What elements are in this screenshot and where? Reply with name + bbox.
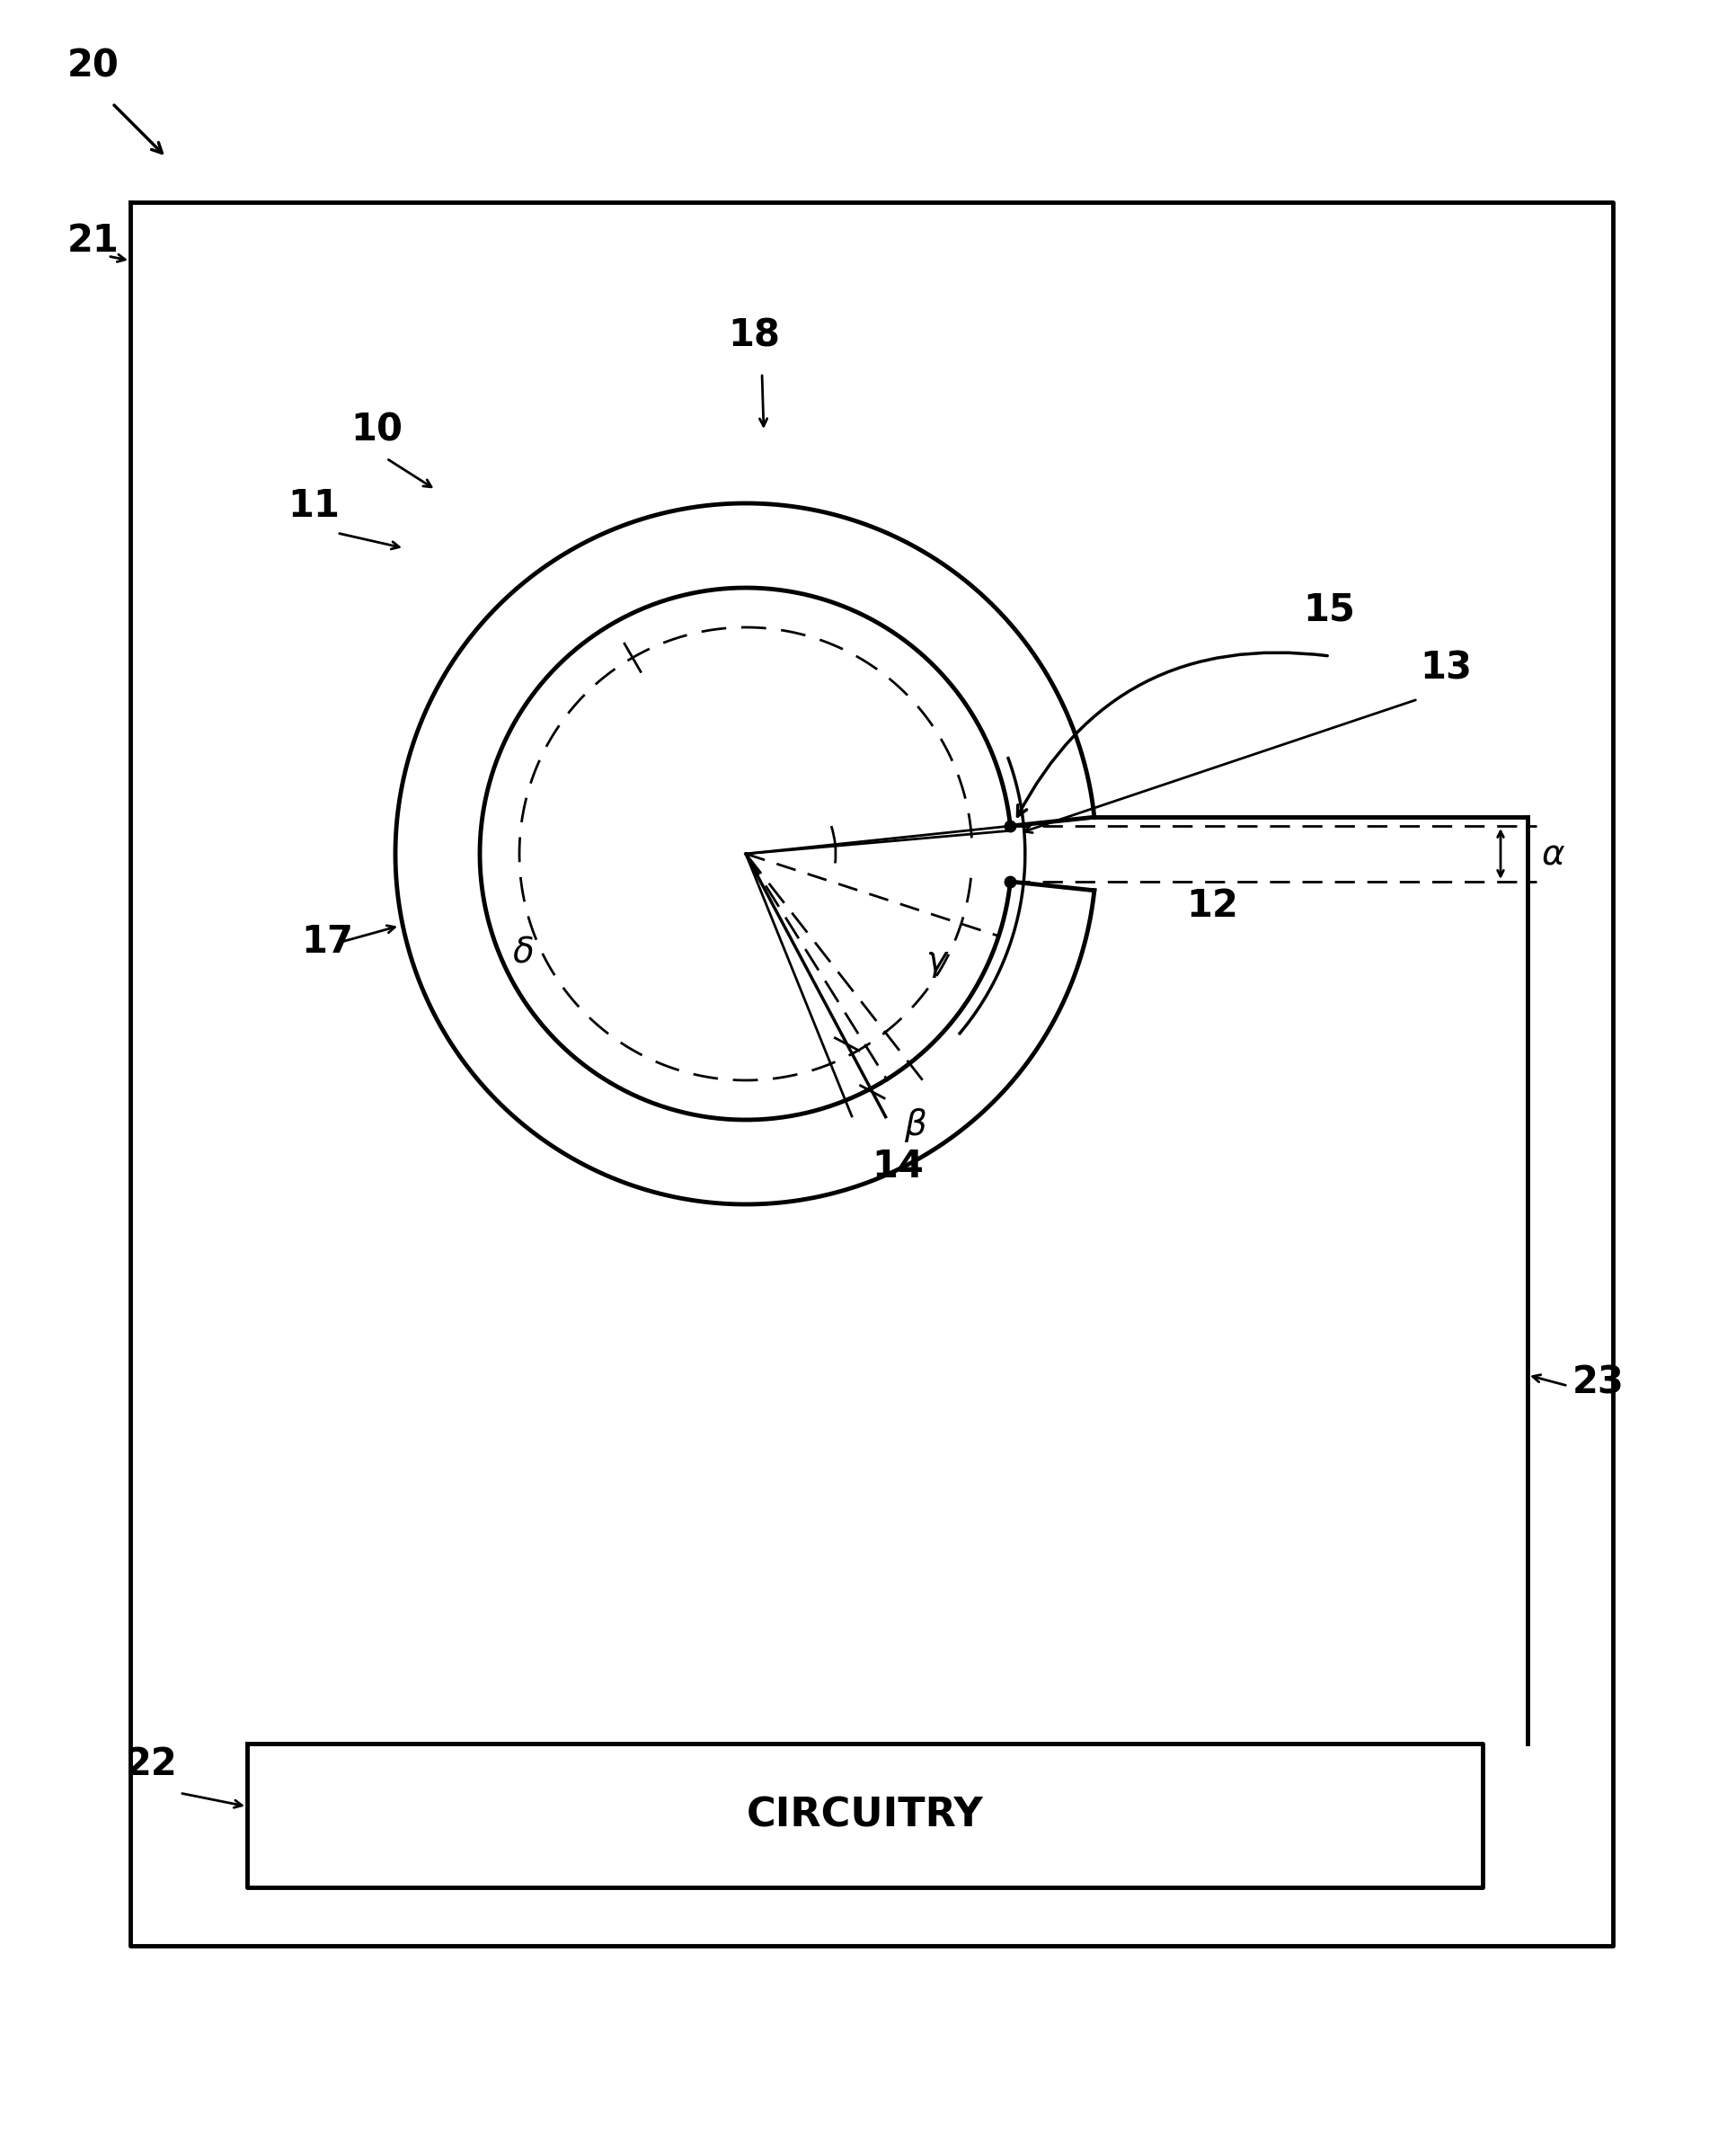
Text: 17: 17 xyxy=(300,924,352,960)
Text: 21: 21 xyxy=(68,221,120,260)
Text: 15: 15 xyxy=(1304,591,1354,627)
Text: $\beta$: $\beta$ xyxy=(904,1106,927,1145)
Text: 20: 20 xyxy=(68,47,120,84)
Text: 11: 11 xyxy=(288,488,340,524)
Text: 23: 23 xyxy=(1573,1364,1625,1400)
Text: 14: 14 xyxy=(871,1147,924,1186)
Text: CIRCUITRY: CIRCUITRY xyxy=(746,1796,983,1834)
Text: 13: 13 xyxy=(1420,649,1472,687)
Text: $\alpha$: $\alpha$ xyxy=(1542,838,1566,870)
Text: $\gamma$: $\gamma$ xyxy=(925,945,950,979)
Text: 18: 18 xyxy=(727,316,779,354)
Text: 12: 12 xyxy=(1186,887,1238,926)
Text: 10: 10 xyxy=(351,410,403,449)
Text: $\delta$: $\delta$ xyxy=(512,934,533,969)
Text: 22: 22 xyxy=(125,1746,177,1783)
